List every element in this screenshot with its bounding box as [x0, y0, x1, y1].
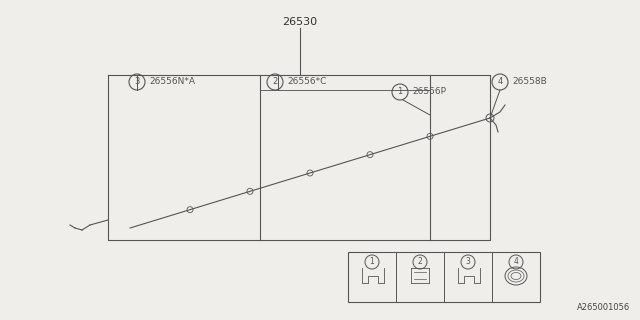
- Text: 4: 4: [513, 258, 518, 267]
- Text: 26530: 26530: [282, 17, 317, 27]
- Text: 2: 2: [418, 258, 422, 267]
- Text: 2: 2: [273, 77, 278, 86]
- Text: 1: 1: [397, 87, 403, 97]
- Text: 26558B: 26558B: [512, 77, 547, 86]
- Text: A265001056: A265001056: [577, 303, 630, 312]
- Text: 26556N*A: 26556N*A: [149, 77, 195, 86]
- Bar: [348, 252, 540, 302]
- Text: 26556*C: 26556*C: [287, 77, 326, 86]
- Text: 1: 1: [370, 258, 374, 267]
- Text: 3: 3: [134, 77, 140, 86]
- Text: 26556P: 26556P: [412, 87, 446, 97]
- Text: 4: 4: [497, 77, 502, 86]
- Text: 3: 3: [465, 258, 470, 267]
